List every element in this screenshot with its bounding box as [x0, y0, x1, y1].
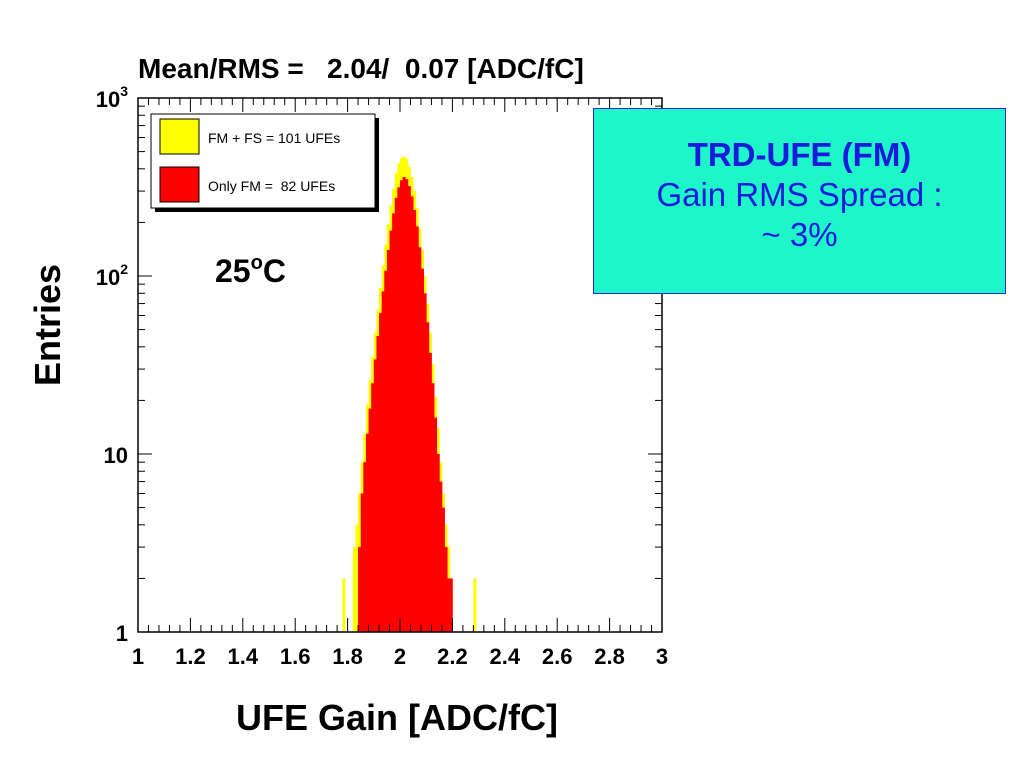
histogram-bar-series-1 — [407, 186, 411, 632]
histogram-bar-series-1 — [392, 213, 396, 632]
histogram-bar-series-1 — [418, 247, 422, 632]
histogram-bar-series-1 — [373, 359, 377, 632]
x-tick-label: 1.4 — [228, 644, 259, 669]
histogram-bar-series-1 — [365, 433, 369, 632]
temperature-value: 25 — [215, 253, 251, 289]
y-tick-label: 10 — [104, 443, 128, 468]
histogram-bars — [342, 156, 477, 633]
x-axis-ticks — [137, 98, 663, 632]
x-tick-label: 1.2 — [175, 644, 206, 669]
histogram-bar-series-1 — [358, 547, 362, 632]
histogram-bar-series-1 — [410, 196, 414, 632]
x-axis-label: UFE Gain [ADC/fC] — [236, 697, 558, 738]
histogram-bar-series-0 — [352, 547, 356, 632]
histogram-bar-series-1 — [405, 179, 409, 632]
histogram-bar-series-1 — [386, 249, 390, 633]
legend-swatch-only-fm — [159, 166, 200, 203]
histogram-bar-series-0 — [355, 524, 359, 632]
histogram-bar-series-1 — [415, 226, 419, 632]
histogram-bar-series-1 — [363, 462, 367, 632]
x-tick-label: 2.6 — [542, 644, 573, 669]
temperature-degree: o — [251, 252, 263, 274]
histogram-bar-series-1 — [444, 547, 448, 632]
x-tick-label: 1.6 — [280, 644, 311, 669]
histogram-bar-series-1 — [394, 197, 398, 633]
histogram-bar-series-1 — [423, 293, 427, 632]
x-tick-label: 1 — [132, 644, 144, 669]
x-tick-label: 2.8 — [594, 644, 625, 669]
histogram-bar-series-1 — [381, 291, 385, 632]
x-tick-label: 1.8 — [332, 644, 363, 669]
histogram-bar-series-1 — [360, 493, 364, 632]
temperature-annotation: 25oC — [215, 252, 286, 289]
histogram-bar-series-0 — [473, 578, 477, 632]
legend: FM + FS = 101 UFEs Only FM = 82 UFEs — [150, 113, 379, 212]
histogram-bar-series-1 — [428, 352, 432, 632]
y-tick-label: 103 — [96, 83, 128, 112]
histogram-bar-series-1 — [384, 270, 388, 632]
histogram-bar-series-1 — [420, 268, 424, 632]
chart-title: Mean/RMS = 2.04/ 0.07 [ADC/fC] — [138, 53, 584, 84]
y-axis-tick-labels: 1 10 102 103 — [96, 83, 128, 646]
histogram-bar-series-0 — [342, 578, 346, 632]
info-box-title: TRD-UFE (FM) — [687, 136, 912, 173]
x-axis-tick-labels: 1 1.2 1.4 1.6 1.8 2 2.2 2.4 2.6 2.8 3 — [132, 644, 668, 669]
histogram-bar-series-1 — [436, 454, 440, 632]
histogram-bar-series-1 — [449, 578, 453, 632]
histogram-bar-series-1 — [397, 187, 401, 633]
x-tick-label: 3 — [656, 644, 668, 669]
histogram-bar-series-1 — [426, 322, 430, 632]
histogram-bar-series-1 — [368, 408, 372, 632]
histogram-bar-series-1 — [400, 180, 404, 632]
x-tick-label: 2 — [394, 644, 406, 669]
legend-label-fm-fs: FM + FS = 101 UFEs — [208, 130, 340, 146]
info-box-line-1: Gain RMS Spread : — [656, 176, 943, 213]
histogram-bar-series-1 — [413, 209, 417, 632]
histogram-bar-series-1 — [447, 578, 451, 632]
info-box-line-2: ~ 3% — [761, 216, 838, 253]
histogram-bar-series-1 — [389, 230, 393, 632]
histogram-bar-series-1 — [439, 481, 443, 632]
info-box: TRD-UFE (FM) Gain RMS Spread : ~ 3% — [593, 108, 1006, 294]
x-tick-label: 2.2 — [437, 644, 468, 669]
histogram-bar-series-1 — [434, 417, 438, 632]
histogram-bar-series-1 — [371, 383, 375, 632]
histogram-bar-series-1 — [441, 507, 445, 632]
histogram-bar-series-1 — [379, 312, 383, 632]
histogram-bar-series-1 — [376, 336, 380, 632]
temperature-unit: C — [263, 253, 286, 289]
y-tick-label: 102 — [96, 261, 128, 290]
y-tick-label: 1 — [116, 621, 128, 646]
y-axis-label: Entries — [27, 264, 68, 386]
histogram-bar-series-1 — [402, 176, 406, 633]
legend-swatch-fm-fs — [159, 118, 200, 155]
x-tick-label: 2.4 — [490, 644, 521, 669]
histogram-bar-series-1 — [431, 383, 435, 632]
legend-label-only-fm: Only FM = 82 UFEs — [208, 178, 335, 194]
